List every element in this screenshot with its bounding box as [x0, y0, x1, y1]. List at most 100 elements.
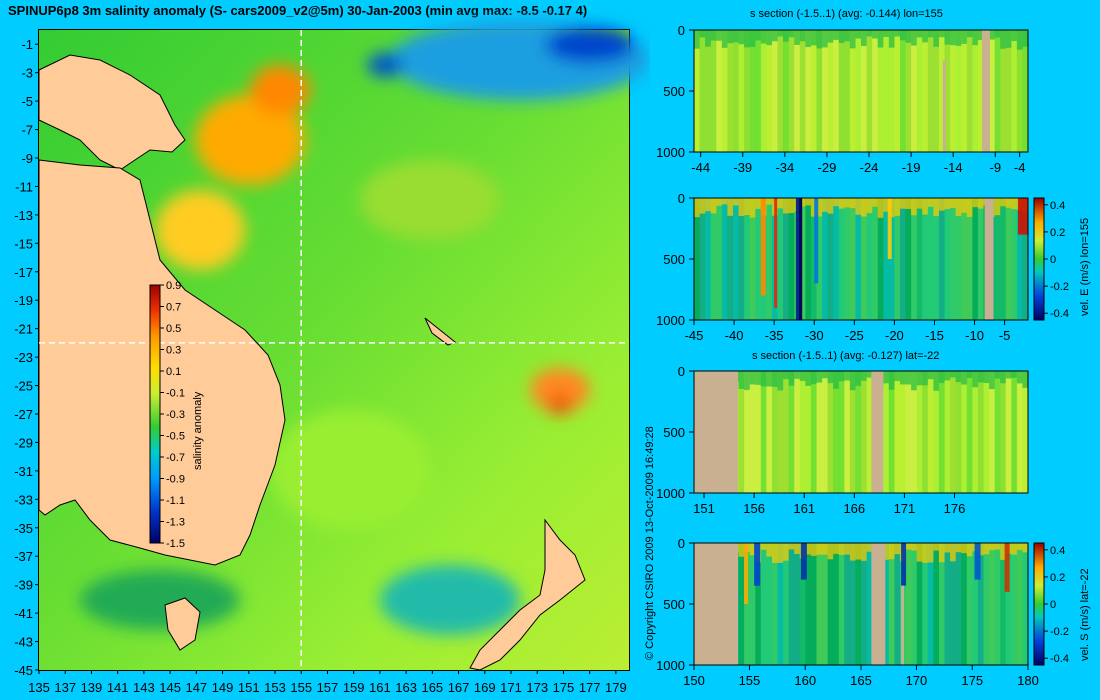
section-x-tick-label: 176 — [944, 501, 966, 516]
section-x-tick-label: -40 — [725, 328, 744, 343]
map-y-tick-label: -37 — [14, 549, 33, 564]
section-land — [942, 60, 946, 152]
section-colorbar-label: vel. S (m/s) lat=-22 — [1079, 568, 1091, 661]
section-x-tick-label: -45 — [685, 328, 704, 343]
colorbar-tick-label: -0.5 — [166, 431, 185, 443]
map-y-tick-label: -35 — [14, 521, 33, 536]
section-land — [984, 198, 994, 320]
section-y-tick-label: 0 — [678, 364, 685, 379]
velocity-south-section-panel[interactable]: 150 155 160 165 170 175 180 0 500 1000 0.4 0.2 0 -0.2… — [650, 535, 1100, 700]
colorbar-tick-label: 0.1 — [166, 366, 181, 378]
map-y-tick-label: -3 — [21, 66, 33, 81]
section-y-tick-label: 1000 — [656, 145, 685, 160]
map-x-tick-label: 177 — [579, 680, 601, 695]
map-x-tick-label: 167 — [448, 680, 470, 695]
section-x-tick-label: 165 — [850, 673, 872, 688]
map-y-tick-label: -13 — [14, 208, 33, 223]
section-colorbar: 0.4 0.2 0 -0.2 -0.4 vel. E (m/s) lon=155 — [1033, 197, 1091, 321]
section-colorbar-tick-label: -0.2 — [1050, 281, 1069, 293]
colorbar-tick-label: -0.1 — [166, 388, 185, 400]
map-y-tick-label: -1 — [21, 37, 33, 52]
section-x-tick-label: -20 — [885, 328, 904, 343]
colorbar-tick-label: -1.3 — [166, 517, 185, 529]
section-x-axis: -45 -40 -35 -30 -25 -20 -15 -10 -5 — [685, 320, 1011, 343]
colorbar-tick-label: 0.5 — [166, 323, 181, 335]
map-x-tick-label: 155 — [290, 680, 312, 695]
map-land — [38, 54, 586, 671]
section-x-axis: 150 155 160 165 170 175 180 — [683, 665, 1039, 688]
section-x-tick-label: -29 — [818, 160, 837, 175]
map-x-tick-label: 161 — [369, 680, 391, 695]
section-x-tick-label: 161 — [793, 501, 815, 516]
section-x-tick-label: -19 — [902, 160, 921, 175]
section-colorbar-tick-label: 0 — [1050, 599, 1056, 611]
section-x-tick-label: -39 — [733, 160, 752, 175]
section-colorbar-tick-label: 0.2 — [1050, 227, 1065, 239]
section-colorbar-tick-label: -0.2 — [1050, 626, 1069, 638]
section-y-axis: 0 500 1000 — [656, 191, 694, 328]
section-colorbar-tick-label: 0.4 — [1050, 200, 1065, 212]
map-y-axis: -1 -3 -5 -7 -9 -11 -13 -15 -17 -19 -21 -23 -25 -27 -29… — [14, 37, 39, 678]
map-y-tick-label: -5 — [21, 94, 33, 109]
section-plot-area — [693, 197, 1029, 321]
section-colorbar-tick-label: -0.4 — [1050, 653, 1069, 665]
section-y-tick-label: 500 — [663, 84, 685, 99]
section-x-tick-label: -35 — [765, 328, 784, 343]
panel1-title: s section (-1.5..1) (avg: -0.144) lon=15… — [750, 8, 943, 20]
page-title: SPINUP6p8 3m salinity anomaly (S- cars20… — [8, 3, 588, 18]
map-x-tick-label: 153 — [264, 680, 286, 695]
section-land — [901, 585, 905, 665]
section-x-tick-label: 166 — [843, 501, 865, 516]
section-y-axis: 0 500 1000 — [656, 23, 694, 160]
map-y-tick-label: -41 — [14, 606, 33, 621]
section-x-tick-label: 175 — [961, 673, 983, 688]
map-x-tick-label: 137 — [54, 680, 76, 695]
section-land — [871, 543, 886, 665]
velocity-east-section-panel[interactable]: -45 -40 -35 -30 -25 -20 -15 -10 -5 0 500 1000 0.4 0.2… — [650, 190, 1100, 350]
section-x-tick-label: -9 — [989, 160, 1001, 175]
map-x-tick-label: 169 — [474, 680, 496, 695]
section-y-tick-label: 1000 — [656, 313, 685, 328]
salinity-map[interactable]: 135 137 139 141 143 145 147 149 151 153 155 157 159 1… — [0, 0, 650, 700]
map-y-tick-label: -27 — [14, 407, 33, 422]
section-y-axis: 0 500 1000 — [656, 364, 694, 501]
colorbar-tick-label: -1.5 — [166, 538, 185, 550]
map-y-tick-label: -17 — [14, 265, 33, 280]
map-y-tick-label: -19 — [14, 293, 33, 308]
map-y-tick-label: -29 — [14, 435, 33, 450]
map-y-tick-label: -9 — [21, 151, 33, 166]
section-x-tick-label: -15 — [925, 328, 944, 343]
map-x-tick-label: 151 — [238, 680, 260, 695]
section-land — [694, 371, 738, 493]
section-y-tick-label: 500 — [663, 597, 685, 612]
map-y-tick-label: -45 — [14, 663, 33, 678]
section-x-tick-label: -5 — [999, 328, 1011, 343]
map-colorbar: 0.9 0.7 0.5 0.3 0.1 -0.1 -0.3 -0.5 -0.7 -0.9 -1.1 -… — [149, 280, 204, 550]
section-x-tick-label: -25 — [845, 328, 864, 343]
section-x-tick-label: 155 — [739, 673, 761, 688]
map-y-tick-label: -39 — [14, 578, 33, 593]
map-y-tick-label: -31 — [14, 464, 33, 479]
section-y-tick-label: 0 — [678, 536, 685, 551]
section-y-axis: 0 500 1000 — [656, 536, 694, 673]
salinity-lon-section-panel[interactable]: -44 -39 -34 -29 -24 -19 -14 -9 -4 0 500 1000 — [650, 22, 1100, 182]
map-x-tick-label: 145 — [159, 680, 181, 695]
colorbar-tick-label: -1.1 — [166, 495, 185, 507]
section-x-tick-label: -24 — [860, 160, 879, 175]
map-x-tick-label: 179 — [605, 680, 627, 695]
colorbar-tick-label: 0.3 — [166, 345, 181, 357]
salinity-lat-section-panel[interactable]: 151 156 161 166 171 176 0 500 1000 — [650, 363, 1100, 523]
section-land — [981, 30, 990, 152]
section-plot-area — [693, 542, 1029, 666]
section-x-tick-label: 150 — [683, 673, 705, 688]
map-y-tick-label: -15 — [14, 236, 33, 251]
section-x-tick-label: 160 — [794, 673, 816, 688]
panel3-title: s section (-1.5..1) (avg: -0.127) lat=-2… — [752, 350, 940, 362]
map-x-tick-label: 175 — [553, 680, 575, 695]
section-colorbar-tick-label: 0.2 — [1050, 572, 1065, 584]
section-y-tick-label: 1000 — [656, 658, 685, 673]
section-y-tick-label: 0 — [678, 23, 685, 38]
section-colorbar: 0.4 0.2 0 -0.2 -0.4 vel. S (m/s) lat=-22 — [1033, 542, 1091, 666]
map-x-tick-label: 143 — [133, 680, 155, 695]
map-x-tick-label: 171 — [500, 680, 522, 695]
